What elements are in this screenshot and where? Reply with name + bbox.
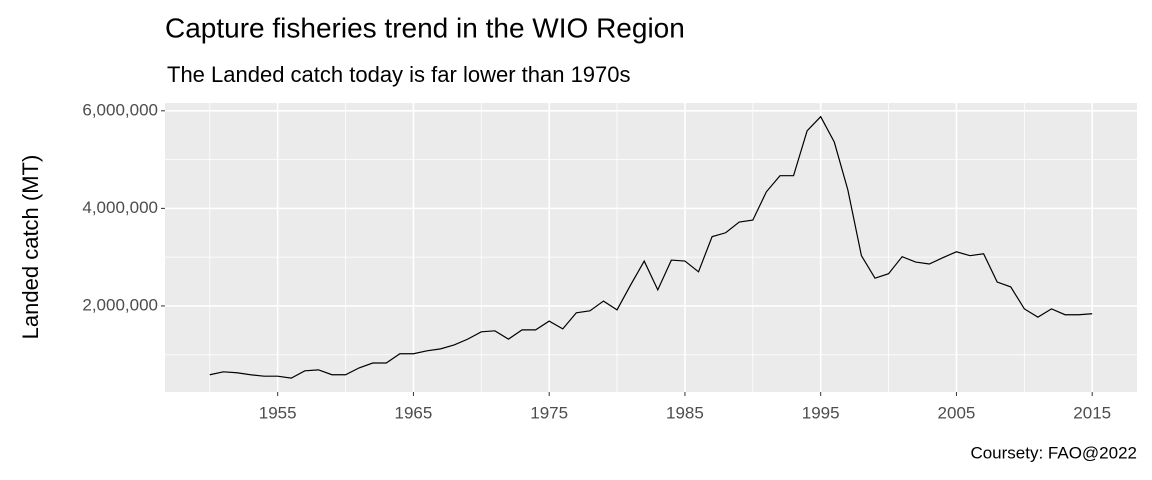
caption: Coursety: FAO@2022 (970, 443, 1137, 462)
x-tick-label: 2005 (938, 403, 976, 422)
chart-title: Capture fisheries trend in the WIO Regio… (165, 12, 685, 43)
plot-panel (165, 103, 1137, 392)
x-tick-label: 1965 (395, 403, 433, 422)
x-tick-label: 1955 (259, 403, 297, 422)
data-line (209, 115, 1093, 379)
y-tick-label: 2,000,000 (82, 295, 158, 314)
x-tick-label: 1975 (530, 403, 568, 422)
x-tick-label: 1985 (666, 403, 704, 422)
y-tick-label: 6,000,000 (82, 100, 158, 119)
y-tick-label: 4,000,000 (82, 198, 158, 217)
chart-subtitle: The Landed catch today is far lower than… (167, 62, 631, 87)
x-tick-label: 2015 (1073, 403, 1111, 422)
y-axis-label: Landed catch (MT) (18, 155, 43, 340)
x-tick-label: 1995 (802, 403, 840, 422)
